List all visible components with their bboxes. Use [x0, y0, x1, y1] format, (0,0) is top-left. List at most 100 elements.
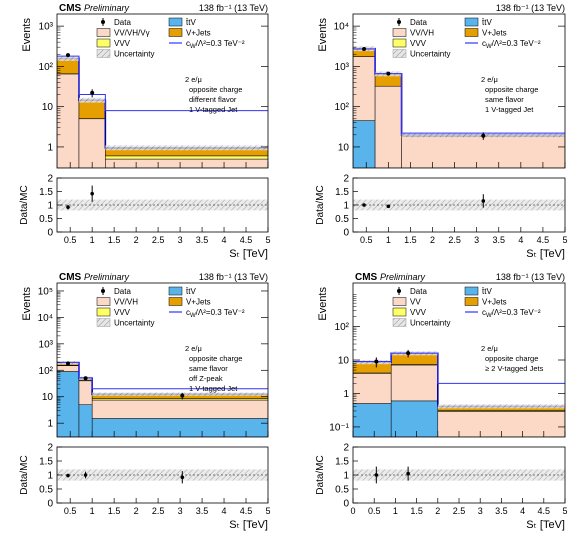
xtick-label: 1 — [90, 235, 95, 245]
ratio-point — [66, 473, 70, 478]
legend-label: VV/VH — [410, 29, 434, 38]
ratio-point — [180, 475, 185, 480]
legend-data-marker — [101, 289, 105, 293]
xtick-label: 1.5 — [410, 506, 423, 516]
ytick-label: 1 — [343, 389, 349, 400]
legend-label: V+Jets — [186, 298, 211, 307]
stack-bar-VV-2 — [105, 158, 268, 168]
y-axis-label: Events — [21, 18, 33, 52]
legend-swatch — [464, 28, 479, 37]
legend-label: Uncertainty — [410, 319, 450, 328]
legend-label: Uncertainty — [410, 50, 450, 59]
legend-signal-label: cW/Λ²=0.3 TeV⁻² — [186, 39, 245, 50]
ratio-ytick-label: 1 — [343, 471, 349, 482]
legend-swatch — [168, 17, 183, 27]
ytick-label: 10 — [42, 102, 54, 113]
stack-bar-VV-1 — [374, 85, 402, 168]
ratio-point — [406, 471, 410, 476]
ratio-y-axis-label: Data/MC — [315, 185, 326, 224]
legend-swatch — [96, 307, 111, 317]
legend-label: Uncertainty — [114, 319, 154, 328]
legend-swatch — [464, 297, 479, 306]
legend-label: Data — [410, 287, 427, 296]
ytick-label: 10² — [39, 62, 54, 73]
ratio-plot-area — [353, 194, 565, 211]
ratio-plot-area — [353, 466, 565, 484]
main-frame — [352, 13, 566, 169]
data-point — [65, 53, 70, 58]
ytick-label: 10² — [335, 322, 350, 333]
xtick-label: 4.5 — [537, 235, 550, 245]
annotation-line: opposite charge — [189, 354, 242, 363]
xtick-label: 0.5 — [64, 506, 77, 516]
xtick-label: 4.5 — [240, 506, 253, 516]
data-point — [90, 90, 95, 95]
ratio-panel: 0 0.5 1 1.5 2 0.5 1 1.5 2 2.5 3 3.5 4 4.5 5 Data/MC Sₜ [… — [315, 174, 568, 261]
plot-area — [353, 46, 565, 168]
xtick-label: 1.5 — [108, 506, 121, 516]
ratio-ytick-label: 1.5 — [39, 187, 53, 198]
stack-bar-VV-1 — [390, 364, 439, 402]
unc-band-2 — [92, 392, 268, 396]
data-point — [362, 47, 367, 52]
annotation-line: 1 V-tagged Jet — [485, 105, 534, 114]
xtick-label: 3 — [178, 506, 183, 516]
annotation-line: opposite charge — [485, 85, 538, 94]
legend-signal-label: cW/Λ²=0.3 TeV⁻² — [186, 308, 245, 319]
annotation-line: different flavor — [189, 95, 237, 104]
legend-label: t̄tV — [185, 287, 196, 296]
xtick-label: 0.5 — [368, 506, 381, 516]
legend-swatch — [168, 28, 183, 37]
ratio-y-axis-label: Data/MC — [315, 455, 326, 494]
x-axis-label: Sₜ [TeV] — [526, 519, 565, 531]
ratio-point — [386, 204, 391, 209]
xtick-label: 5 — [265, 235, 270, 245]
legend-data-marker — [397, 289, 401, 293]
ratio-ytick-label: 0.5 — [335, 485, 349, 496]
xtick-label: 3.5 — [196, 506, 209, 516]
xtick-label: 1 — [90, 506, 95, 516]
ratio-point — [362, 203, 366, 207]
annotation-line: 2 e/μ — [481, 344, 498, 353]
ytick-label: 10⁴ — [38, 313, 53, 324]
ratio-point — [66, 205, 70, 209]
ratio-y-axis-label: Data/MC — [19, 185, 30, 224]
legend-label: VV/VH — [114, 298, 138, 307]
x-axis-label: Sₜ [TeV] — [229, 248, 268, 260]
legend-label: VVV — [114, 39, 131, 48]
xtick-label: 3.5 — [492, 235, 505, 245]
legend-swatch — [392, 38, 407, 48]
ratio-unc-band-2 — [92, 469, 268, 481]
ratio-ytick-label: 0.5 — [39, 485, 53, 496]
stack-bar-VV-1 — [78, 380, 93, 405]
annotation-line: 1 V-tagged Jet — [189, 105, 238, 114]
annotation-line: 2 e/μ — [481, 75, 498, 84]
ratio-ytick-label: 2 — [343, 174, 349, 185]
x-axis-label: Sₜ [TeV] — [229, 519, 268, 531]
ytick-label: 10⁵ — [38, 286, 53, 297]
xtick-label: 2.5 — [152, 235, 165, 245]
annotation-line: opposite charge — [189, 85, 242, 94]
ratio-unc-band-1 — [78, 199, 106, 211]
xtick-label: 4.5 — [240, 235, 253, 245]
ytick-label: 10⁴ — [334, 22, 349, 33]
stack-bar-VJets-1 — [78, 100, 106, 119]
ratio-ytick-label: 0 — [47, 499, 53, 510]
xtick-label: 5 — [562, 506, 567, 516]
annotation-line: opposite charge — [485, 354, 538, 363]
xtick-label: 5 — [562, 235, 567, 245]
cms-label: CMS — [59, 3, 82, 14]
legend-signal-label: cW/Λ²=0.3 TeV⁻² — [482, 308, 541, 319]
stack-bar-VV-2 — [401, 136, 565, 168]
stack-bar-ttV-1 — [78, 404, 93, 437]
legend-label: t̄tV — [481, 287, 492, 296]
annotation-line: same flavor — [485, 95, 524, 104]
xtick-label: 1.5 — [108, 235, 121, 245]
ytick-label: 1 — [47, 419, 53, 430]
legend-swatch-unc — [392, 49, 407, 58]
data-point — [406, 351, 411, 356]
ratio-ytick-label: 2 — [343, 443, 349, 454]
